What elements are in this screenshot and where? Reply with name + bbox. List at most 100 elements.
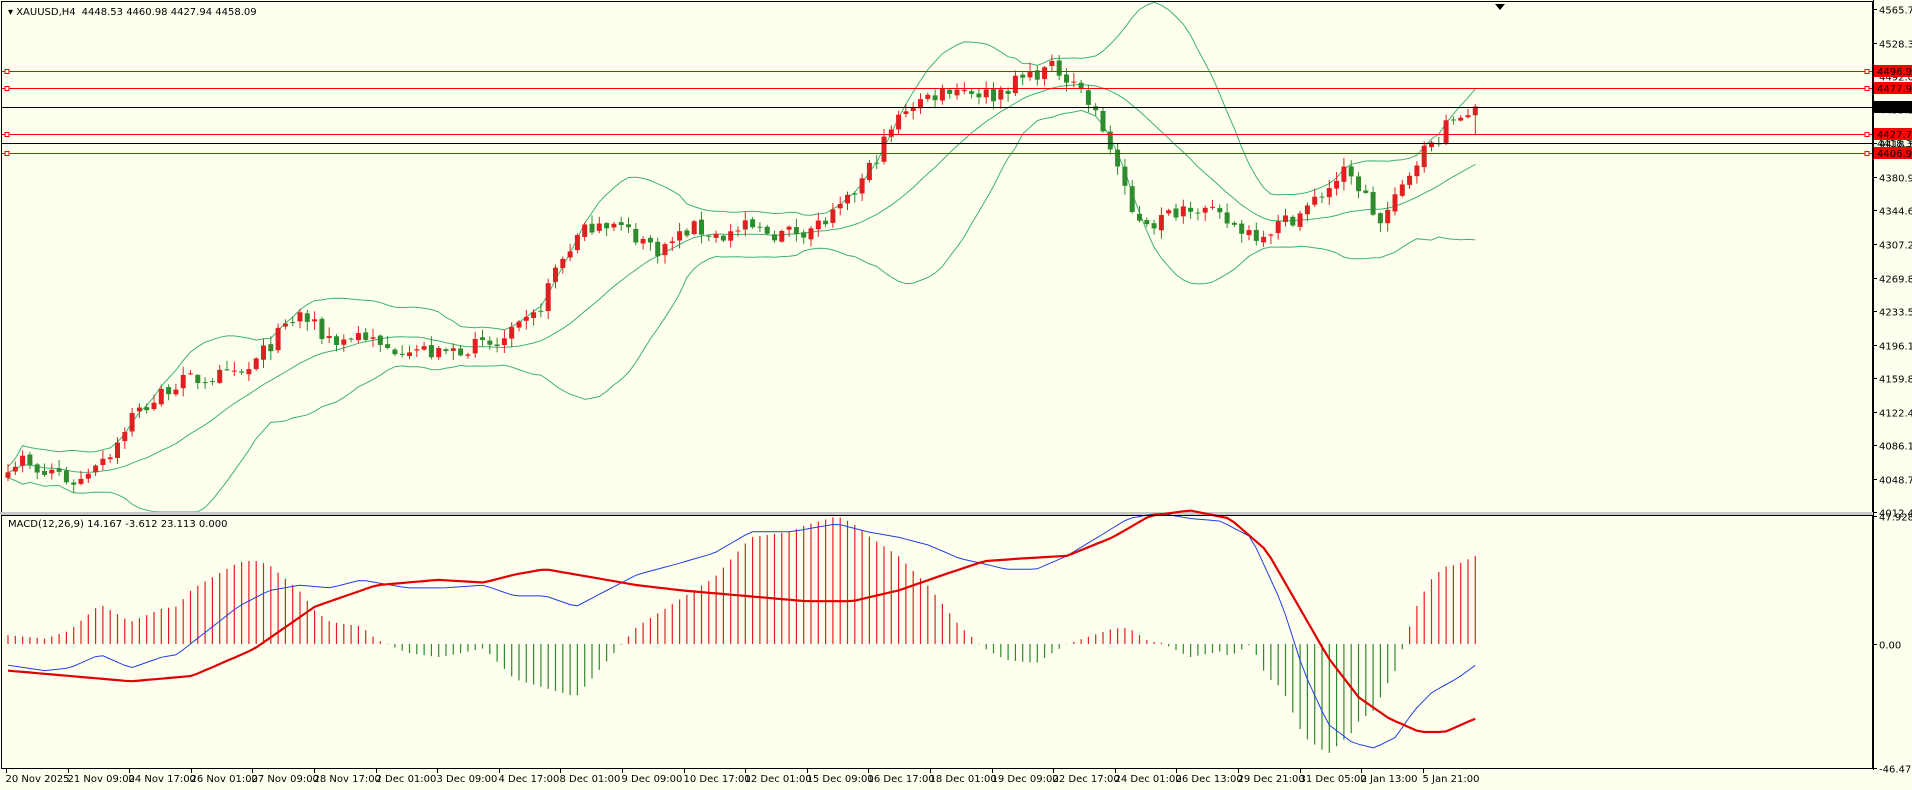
candle	[472, 331, 478, 358]
time-tick-label: 26 Nov 01:00	[191, 774, 258, 785]
level-anchor-handle[interactable]	[4, 132, 10, 137]
level-anchor-handle[interactable]	[4, 86, 10, 91]
candle	[1034, 65, 1040, 86]
price-level-tag[interactable]	[1874, 128, 1912, 140]
macd-pane[interactable]: MACD(12,26,9) 14.167 -3.612 23.113 0.000	[1, 509, 1873, 769]
candle-body	[239, 371, 245, 373]
level-anchor-handle[interactable]	[4, 151, 10, 156]
macd-axis[interactable]: 47.928 0.00 -46.479	[1873, 513, 1912, 776]
candle	[421, 341, 427, 352]
candle-body	[706, 235, 712, 237]
collapse-arrow-icon[interactable]: ▾	[8, 7, 16, 18]
chart-shift-marker-icon[interactable]	[1495, 4, 1505, 10]
candle-body	[370, 337, 376, 339]
candle-body	[815, 220, 821, 230]
candle-body	[1188, 207, 1194, 212]
candle-body	[363, 332, 369, 340]
candle	[42, 463, 47, 477]
candle	[1217, 204, 1223, 219]
candle-body	[1370, 191, 1376, 215]
candle	[1392, 187, 1398, 216]
candle	[100, 450, 106, 471]
candle-body	[1363, 190, 1369, 193]
level-anchor-handle[interactable]	[1864, 132, 1870, 137]
price-axis[interactable]: 4565.704528.304492.004455.304418.304380.…	[1873, 0, 1912, 770]
candle-body	[1341, 166, 1347, 182]
price-level-tag[interactable]	[1874, 82, 1912, 94]
candle-body	[1078, 82, 1084, 89]
candle-body	[545, 283, 551, 312]
candle-body	[282, 323, 288, 327]
candle-body	[348, 338, 354, 340]
level-anchor-handle[interactable]	[4, 69, 10, 74]
price-tick-label: 4233.50	[1879, 308, 1912, 319]
candle-body	[290, 322, 296, 324]
candle	[567, 243, 573, 262]
candle-body	[786, 226, 792, 230]
candle	[115, 437, 120, 464]
candle	[1443, 114, 1449, 146]
time-tick-label: 20 Nov 2025	[6, 774, 70, 785]
candle-body	[1246, 230, 1252, 236]
candle	[954, 83, 960, 100]
candle	[282, 319, 288, 330]
candle	[574, 233, 580, 254]
candle	[107, 454, 113, 464]
candle-body	[436, 347, 442, 358]
level-anchor-handle[interactable]	[1864, 151, 1870, 156]
candle-body	[56, 468, 62, 472]
candle-body	[910, 107, 916, 111]
candle	[85, 468, 91, 483]
price-level-tag[interactable]	[1874, 147, 1912, 159]
candle	[1246, 225, 1252, 241]
candle	[414, 344, 420, 357]
candle-body	[1348, 166, 1354, 177]
candle-body	[633, 228, 639, 243]
candle	[1064, 68, 1069, 92]
candle-body	[334, 336, 339, 345]
candle	[735, 226, 741, 237]
candle-body	[757, 226, 763, 228]
candle	[1115, 143, 1121, 175]
candle-body	[925, 94, 931, 99]
macd-pane-border	[1, 515, 1873, 769]
time-tick-label: 15 Dec 09:00	[807, 774, 874, 785]
price-level-tag[interactable]	[1874, 101, 1912, 113]
candle-body	[1312, 196, 1318, 205]
price-level-tag[interactable]	[1874, 65, 1912, 77]
candle-body	[1100, 110, 1106, 132]
price-level-lines[interactable]	[2, 69, 1873, 156]
pane-separator[interactable]	[0, 512, 1873, 515]
candle	[370, 328, 376, 348]
candle	[1202, 205, 1208, 222]
candle	[166, 384, 172, 401]
symbol-label: XAUUSD,H4	[16, 7, 75, 18]
candle-body	[947, 89, 953, 94]
candle	[757, 222, 763, 233]
candle	[1326, 179, 1332, 206]
candle-body	[115, 442, 120, 458]
candle	[122, 427, 128, 450]
price-tick-label: 4380.90	[1879, 174, 1912, 185]
candle	[501, 330, 507, 353]
candle	[553, 264, 558, 289]
price-pane[interactable]: ▾ XAUUSD,H4 4448.53 4460.98 4427.94 4458.…	[1, 1, 1874, 513]
level-anchor-handle[interactable]	[1864, 69, 1870, 74]
level-anchor-handle[interactable]	[1864, 86, 1870, 91]
candle-body	[866, 162, 872, 181]
candle-body	[180, 375, 186, 389]
candle-body	[1202, 207, 1208, 213]
candle-body	[1377, 213, 1383, 224]
candle	[407, 345, 412, 359]
price-tick-label: 4528.30	[1879, 40, 1912, 51]
candle-body	[399, 353, 405, 355]
time-tick-label: 19 Dec 09:00	[992, 774, 1059, 785]
candle-body	[961, 89, 967, 92]
candle-body	[20, 455, 26, 466]
candle	[874, 155, 880, 170]
candle	[647, 234, 653, 251]
candle-body	[874, 162, 880, 164]
candle-body	[662, 244, 668, 256]
